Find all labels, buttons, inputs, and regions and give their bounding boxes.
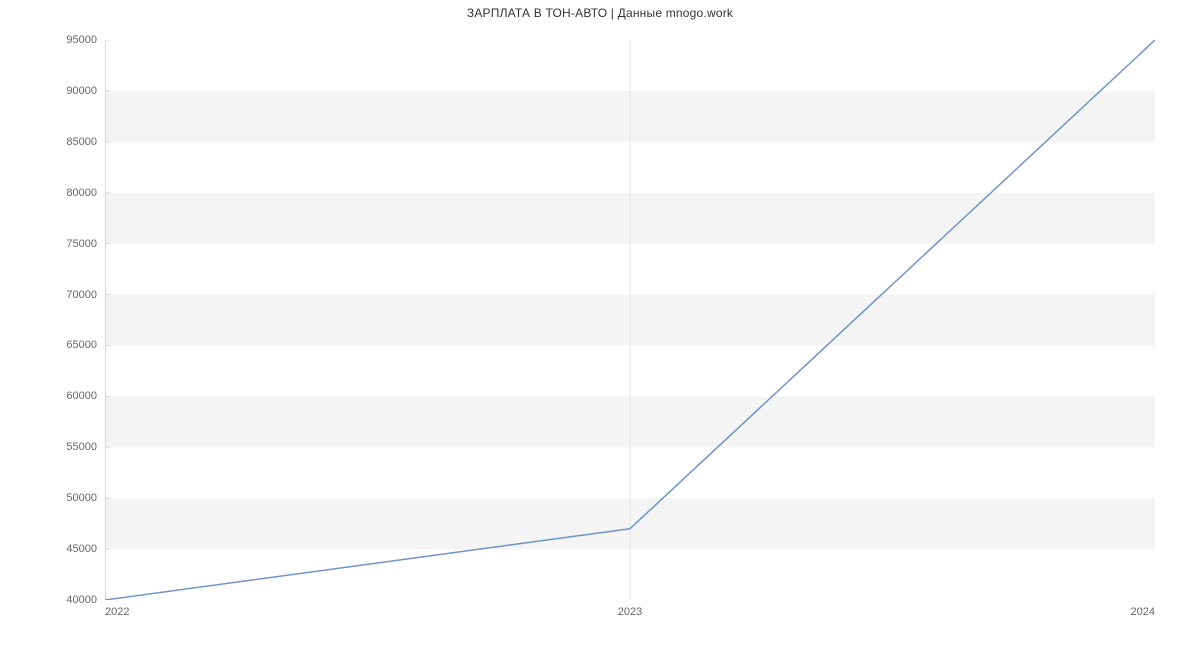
y-tick-label: 50000	[66, 492, 105, 504]
y-tick-label: 90000	[66, 85, 105, 97]
chart-title: ЗАРПЛАТА В ТОН-АВТО | Данные mnogo.work	[0, 6, 1200, 20]
plot-svg	[105, 40, 1155, 600]
y-tick-label: 65000	[66, 339, 105, 351]
y-tick-label: 75000	[66, 238, 105, 250]
y-tick-label: 45000	[66, 543, 105, 555]
y-tick-label: 95000	[66, 34, 105, 46]
y-tick-label: 80000	[66, 187, 105, 199]
plot-area: 4000045000500005500060000650007000075000…	[105, 40, 1155, 600]
y-tick-label: 70000	[66, 289, 105, 301]
x-tick-label: 2024	[1131, 600, 1155, 618]
y-tick-label: 85000	[66, 136, 105, 148]
y-tick-label: 55000	[66, 441, 105, 453]
salary-line-chart: ЗАРПЛАТА В ТОН-АВТО | Данные mnogo.work …	[0, 0, 1200, 650]
x-tick-label: 2022	[105, 600, 129, 618]
y-tick-label: 40000	[66, 594, 105, 606]
y-tick-label: 60000	[66, 390, 105, 402]
x-tick-label: 2023	[618, 600, 642, 618]
